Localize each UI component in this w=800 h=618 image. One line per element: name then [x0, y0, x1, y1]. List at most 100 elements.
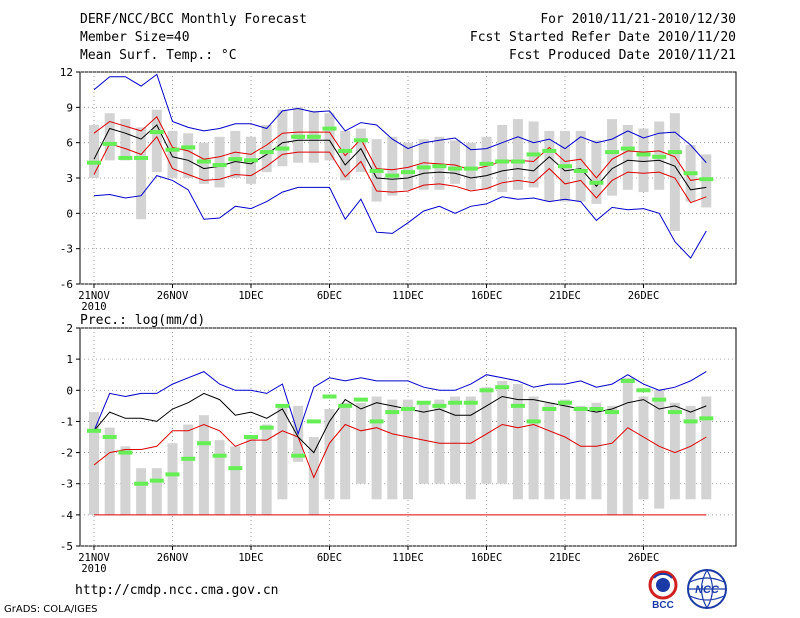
temp-observation-mark [149, 130, 164, 135]
temp-ensemble-box [183, 133, 194, 178]
grads-credit: GrADS: COLA/IGES [4, 604, 98, 615]
fcst-started-date: Fcst Started Refer Date 2010/11/20 [469, 30, 736, 45]
temp-ensemble-box [89, 125, 99, 178]
prec-observation-mark [416, 400, 431, 405]
prec-observation-mark [542, 406, 557, 411]
temp-ensemble-box [591, 140, 602, 204]
temp-ensemble-box [277, 109, 288, 167]
prec-ensemble-box [560, 399, 570, 500]
source-url[interactable]: http://cmdp.ncc.cma.gov.cn [75, 583, 279, 598]
temp-ytick-label: 3 [66, 172, 73, 185]
temp-observation-mark [479, 161, 494, 166]
prec-observation-mark [259, 425, 274, 430]
prec-ensemble-box [120, 446, 131, 515]
temp-observation-mark [620, 146, 635, 151]
prec-ytick-label: -3 [60, 478, 73, 491]
prec-xtick-label: 21DEC [549, 552, 581, 564]
prec-observation-mark [369, 419, 384, 424]
prec-ytick-label: -5 [60, 540, 73, 553]
temp-observation-mark [652, 154, 667, 159]
prec-ensemble-box [685, 405, 696, 500]
prec-observation-mark [102, 435, 117, 439]
prec-ensemble-box [246, 437, 256, 515]
prec-ensemble-box [497, 380, 508, 484]
prec-ytick-label: 1 [66, 353, 73, 366]
temp-ensemble-box [450, 140, 461, 184]
temp-mean-line [93, 124, 707, 191]
temp-ensemble-box [575, 130, 586, 202]
prec-observation-mark [338, 403, 353, 408]
prec-observation-mark [463, 400, 478, 405]
prec-ensemble-box [403, 399, 413, 500]
prec-ensemble-box [701, 396, 712, 500]
prec-ensemble-box [214, 440, 225, 515]
temp-observation-mark [369, 168, 384, 173]
prec-ensemble-box [104, 427, 115, 515]
temp-xtick-label: 21DEC [549, 290, 581, 302]
temp-ytick-label: -3 [60, 243, 73, 256]
temp-ensemble-box [512, 119, 523, 190]
temp-ensemble-box [544, 130, 555, 202]
temp-observation-mark [338, 148, 353, 153]
temp-year-label: 2010 [81, 301, 106, 313]
temp-max-line [93, 73, 707, 164]
temp-ensemble-box [607, 119, 618, 196]
prec-observation-mark [149, 478, 164, 483]
temp-ensemble-box [230, 130, 241, 178]
prec-xtick-label: 1DEC [238, 552, 263, 564]
prec-ensemble-box [387, 399, 398, 500]
temp-upper-red-line [93, 115, 707, 181]
prec-ensemble-box [340, 402, 351, 500]
prec-ensemble-box [450, 396, 461, 484]
temp-ensemble-box [669, 113, 680, 231]
prec-observation-mark [495, 385, 510, 390]
temp-observation-mark [244, 158, 258, 163]
temp-observation-mark [699, 177, 714, 182]
prec-observation-mark [683, 419, 698, 424]
prec-ensemble-box [355, 402, 366, 484]
bcc-logo: BCC [648, 570, 678, 610]
prec-ensemble-box [528, 396, 539, 500]
temp-ytick-label: 0 [66, 207, 73, 220]
temp-xtick-label: 16DEC [471, 290, 503, 302]
variable-label: Mean Surf. Temp.: °C [80, 48, 237, 63]
prec-observation-mark [228, 466, 243, 471]
temp-ensemble-box [355, 128, 366, 173]
prec-observation-mark [605, 410, 620, 415]
ncc-logo: NCC [687, 569, 727, 609]
prec-observation-mark [385, 410, 400, 415]
temp-ytick-label: 9 [66, 101, 73, 114]
prec-observation-mark [196, 441, 211, 446]
temp-observation-mark [306, 134, 321, 139]
temp-ytick-label: 12 [60, 66, 73, 79]
temp-observation-mark [102, 141, 117, 146]
member-size-label: Member Size=40 [80, 30, 190, 45]
temp-observation-mark [667, 150, 682, 155]
temp-ensemble-box [136, 127, 147, 220]
prec-ensemble-box [183, 424, 194, 515]
temp-observation-mark [448, 166, 463, 171]
temp-ensemble-box [434, 136, 445, 190]
temp-ensemble-box [638, 128, 649, 193]
prec-mean-line [93, 392, 707, 454]
temp-observation-mark [87, 160, 101, 165]
prec-observation-mark [181, 456, 196, 461]
prec-panel-title: Prec.: log(mm/d) [80, 313, 205, 328]
temp-ensemble-box [418, 139, 429, 190]
temp-ensemble-box [214, 136, 225, 188]
temp-ensemble-box [120, 119, 131, 161]
temp-observation-mark [636, 152, 651, 157]
temp-ensemble-box [261, 125, 272, 173]
prec-xtick-label: 16DEC [471, 552, 503, 564]
temp-observation-mark [165, 147, 180, 152]
temp-observation-mark [558, 164, 572, 169]
temp-observation-mark [510, 159, 525, 164]
prec-ensemble-box [151, 468, 162, 515]
prec-observation-mark [87, 428, 101, 433]
prec-ytick-label: 0 [66, 384, 73, 397]
temp-observation-mark [432, 164, 447, 169]
prec-observation-mark [244, 435, 258, 439]
prec-year-label: 2010 [81, 563, 106, 575]
temp-observation-mark [291, 134, 306, 139]
